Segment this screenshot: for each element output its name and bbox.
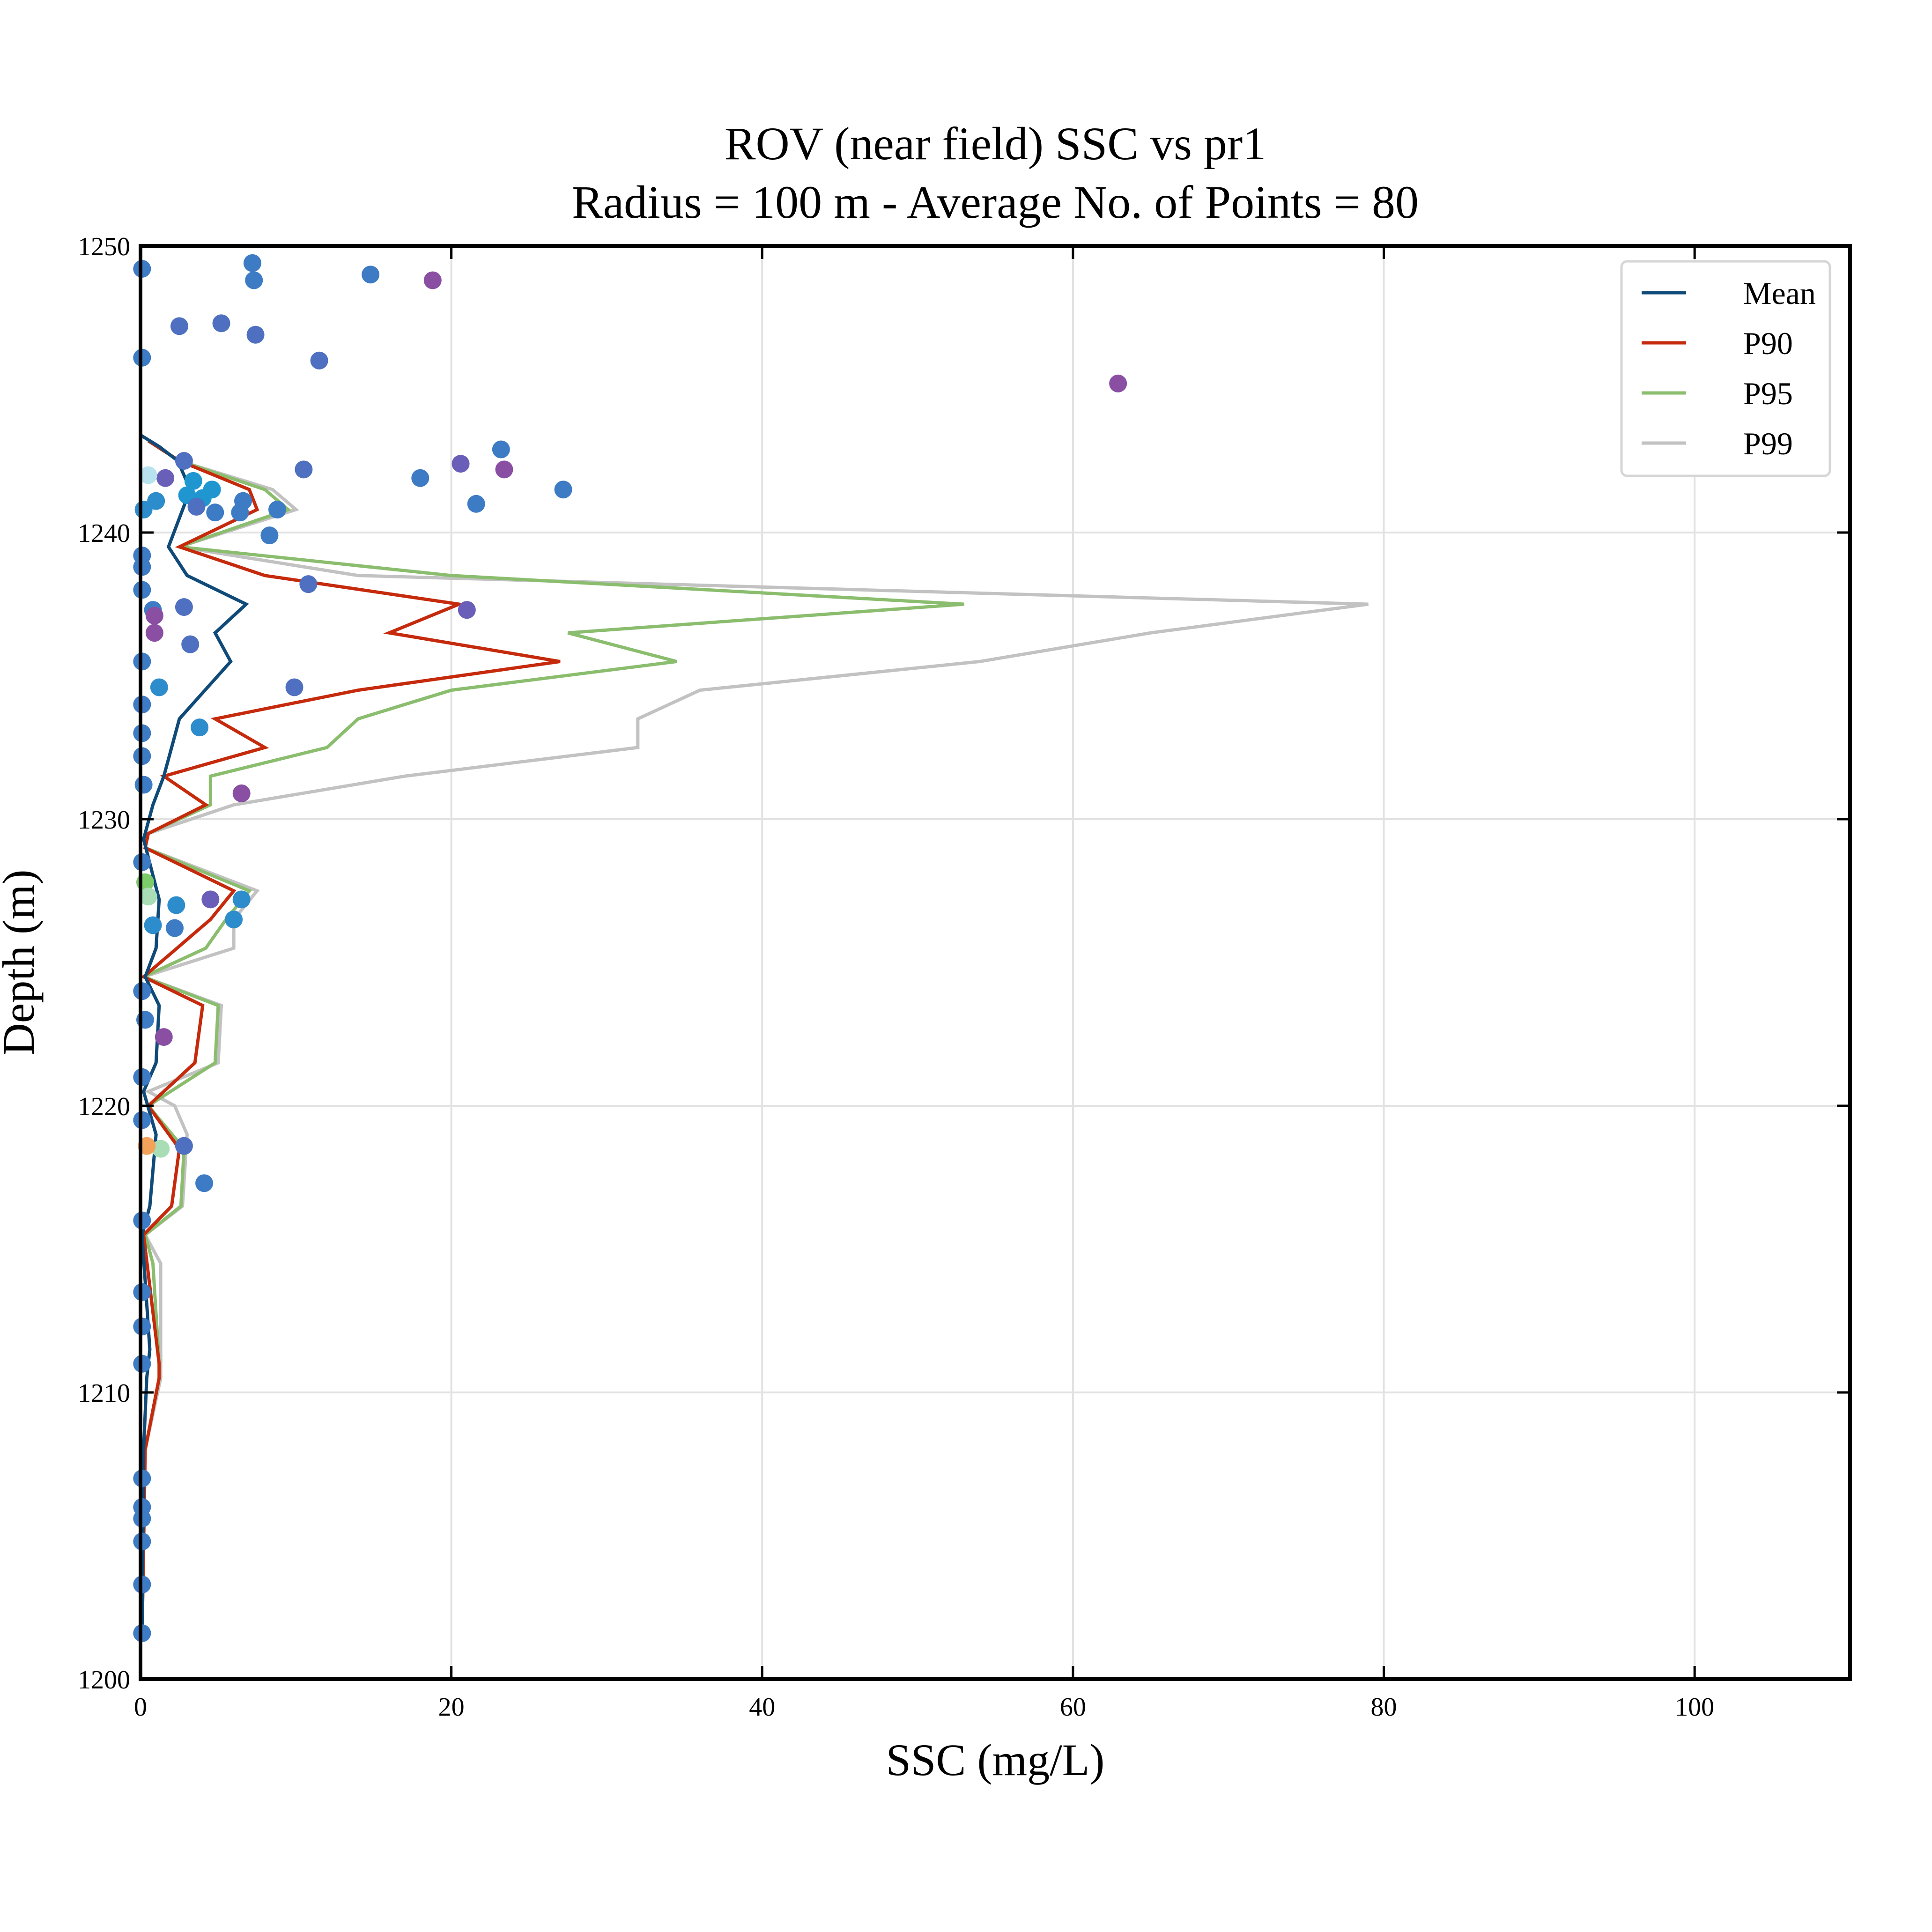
scatter-point	[187, 497, 206, 516]
scatter-point	[152, 1140, 170, 1158]
scatter-point	[175, 1137, 193, 1155]
x-tick-label: 20	[438, 1693, 465, 1722]
x-axis-label: SSC (mg/L)	[886, 1735, 1105, 1785]
x-tick-label: 40	[749, 1693, 775, 1722]
scatter-point	[134, 776, 153, 794]
y-tick-label: 1240	[78, 519, 130, 548]
scatter-point	[145, 624, 163, 642]
scatter-point	[206, 503, 224, 522]
scatter-point	[232, 784, 251, 802]
legend-label-p90: P90	[1743, 326, 1793, 361]
scatter-point	[201, 890, 220, 909]
scatter-point	[458, 601, 476, 619]
scatter-point	[260, 526, 279, 545]
scatter-point	[191, 718, 209, 737]
y-tick-label: 1210	[78, 1379, 130, 1408]
scatter-point	[299, 575, 318, 593]
scatter-point	[231, 503, 249, 522]
series-line-p95	[139, 439, 964, 1636]
scatter-point	[181, 635, 200, 653]
scatter-point	[243, 254, 261, 272]
scatter-point	[268, 501, 286, 519]
scatter-point	[411, 469, 429, 487]
scatter-point	[295, 460, 313, 479]
scatter-point	[156, 469, 175, 487]
scatter-point	[554, 481, 572, 499]
y-axis-label: Depth (m)	[0, 869, 44, 1055]
scatter-point	[167, 896, 185, 914]
y-tick-label: 1230	[78, 806, 130, 835]
scatter-point	[245, 271, 263, 289]
y-tick-label: 1200	[78, 1666, 130, 1695]
scatter-point	[225, 910, 243, 929]
series-line-mean	[140, 433, 249, 1636]
scatter-point	[139, 466, 157, 484]
legend: Mean P90 P95 P99	[1620, 260, 1831, 477]
scatter-layer	[133, 254, 1127, 1643]
scatter-point	[170, 317, 188, 335]
legend-label-p95: P95	[1743, 376, 1793, 411]
tick-layer: 0 20 40 60 80 100 1200 1210 1220 1230 1240 1250	[78, 232, 1850, 1722]
scatter-point	[246, 326, 265, 344]
scatter-point	[492, 440, 510, 459]
legend-label-mean: Mean	[1743, 275, 1816, 311]
x-tick-label: 80	[1371, 1693, 1397, 1722]
scatter-point	[1109, 374, 1127, 392]
plot-frame	[139, 244, 1852, 1681]
series-layer	[138, 433, 1369, 1636]
scatter-point	[166, 919, 184, 937]
scatter-point	[452, 455, 470, 473]
scatter-point	[495, 460, 513, 479]
scatter-point	[134, 501, 153, 519]
x-tick-label: 100	[1675, 1693, 1714, 1722]
scatter-point	[145, 607, 163, 625]
scatter-point	[184, 472, 202, 490]
scatter-point	[467, 495, 485, 513]
scatter-point	[195, 1174, 214, 1192]
scatter-point	[285, 678, 303, 696]
x-tick-label: 60	[1060, 1693, 1086, 1722]
y-tick-label: 1220	[78, 1092, 130, 1121]
x-tick-label: 0	[134, 1693, 147, 1722]
scatter-point	[310, 351, 328, 370]
y-tick-label: 1250	[78, 232, 130, 261]
chart-subtitle: Radius = 100 m - Average No. of Points =…	[572, 176, 1419, 228]
scatter-point	[362, 266, 380, 284]
scatter-point	[147, 492, 165, 510]
scatter-point	[232, 890, 251, 909]
chart-title: ROV (near field) SSC vs pr1	[725, 118, 1266, 170]
scatter-point	[139, 888, 157, 906]
legend-label-p99: P99	[1743, 426, 1793, 461]
scatter-point	[155, 1028, 173, 1046]
scatter-point	[212, 314, 230, 333]
scatter-point	[175, 452, 193, 470]
scatter-point	[144, 916, 162, 934]
legend-box	[1620, 260, 1831, 477]
scatter-point	[175, 598, 193, 616]
series-line-p90	[140, 439, 561, 1636]
grid-layer	[141, 246, 1850, 1679]
scatter-point	[423, 271, 442, 289]
scatter-point	[150, 678, 168, 696]
